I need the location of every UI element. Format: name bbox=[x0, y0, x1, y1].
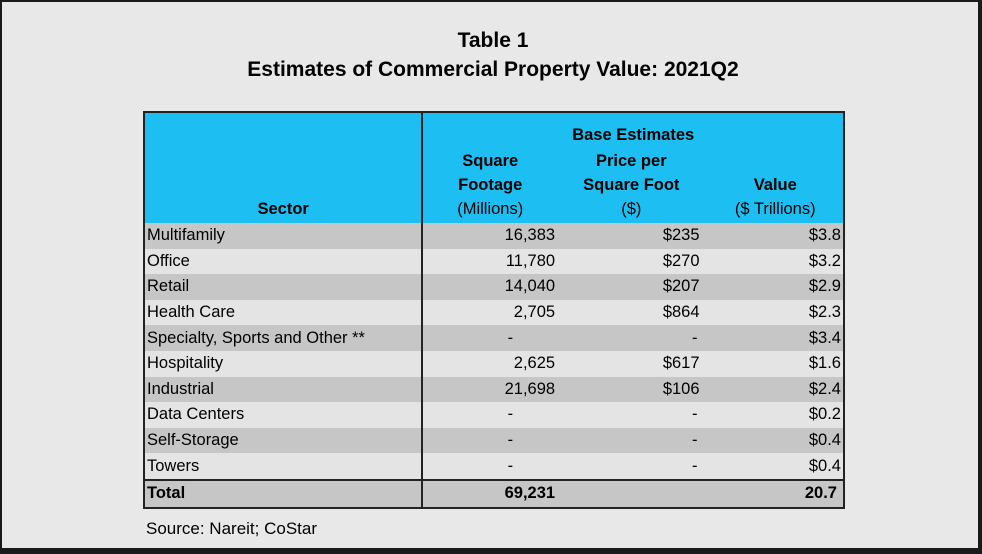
sector-cell: Self-Storage bbox=[144, 427, 424, 454]
sector-cell: Towers bbox=[144, 453, 424, 480]
value-cell: $0.4 bbox=[707, 453, 844, 480]
total-value: 20.7 bbox=[707, 478, 844, 508]
header-line: Footage bbox=[458, 176, 523, 194]
table-row: Towers - - $0.4 bbox=[144, 453, 844, 480]
square-footage-cell: 16,383 bbox=[422, 223, 562, 249]
square-footage-cell: - bbox=[422, 427, 562, 454]
price-cell: $106 bbox=[561, 376, 708, 403]
header-value: Value ($ Trillions) bbox=[707, 149, 844, 223]
table-row: Self-Storage - - $0.4 bbox=[144, 427, 844, 454]
square-footage-cell: 2,705 bbox=[422, 299, 562, 326]
header-line: Value bbox=[753, 176, 797, 194]
price-cell: $207 bbox=[561, 274, 708, 300]
price-cell: - bbox=[561, 325, 708, 351]
price-cell: - bbox=[561, 427, 708, 454]
sector-cell: Data Centers bbox=[144, 402, 424, 428]
header-unit: ($ Trillions) bbox=[734, 200, 816, 218]
header-unit: ($) bbox=[621, 200, 642, 218]
price-cell: $864 bbox=[561, 299, 708, 326]
source-note: Source: Nareit; CoStar bbox=[146, 519, 318, 538]
value-cell: $0.4 bbox=[707, 427, 844, 454]
square-footage-cell: 14,040 bbox=[422, 274, 562, 300]
price-cell: $617 bbox=[561, 350, 708, 377]
price-cell: - bbox=[561, 453, 708, 480]
sector-cell: Industrial bbox=[144, 376, 424, 403]
header-line: Square Foot bbox=[583, 176, 680, 194]
square-footage-cell: 2,625 bbox=[422, 350, 562, 377]
header-base-estimates: Base Estimates bbox=[422, 112, 844, 149]
value-cell: $3.4 bbox=[707, 325, 844, 351]
square-footage-cell: 11,780 bbox=[422, 248, 562, 275]
sector-cell: Hospitality bbox=[144, 350, 424, 377]
value-cell: $1.6 bbox=[707, 350, 844, 377]
value-cell: $2.4 bbox=[707, 376, 844, 403]
sector-cell: Multifamily bbox=[144, 223, 424, 249]
total-row: Total 69,231 20.7 bbox=[144, 478, 844, 508]
sector-cell: Health Care bbox=[144, 299, 424, 326]
total-label: Total bbox=[144, 478, 424, 508]
square-footage-cell: - bbox=[422, 325, 562, 351]
header-line: Square bbox=[462, 152, 519, 170]
header-line: Price per bbox=[595, 152, 667, 170]
price-cell: $235 bbox=[561, 223, 708, 249]
sector-cell: Specialty, Sports and Other ** bbox=[144, 325, 424, 351]
table-row: Specialty, Sports and Other ** - - $3.4 bbox=[144, 325, 844, 351]
table-row: Data Centers - - $0.2 bbox=[144, 402, 844, 428]
sector-cell: Office bbox=[144, 248, 424, 275]
header-price-per-sqft: Price per Square Foot ($) bbox=[561, 149, 708, 223]
square-footage-cell: - bbox=[422, 402, 562, 428]
table-row: Industrial 21,698 $106 $2.4 bbox=[144, 376, 844, 403]
value-cell: $2.3 bbox=[707, 299, 844, 326]
table-row: Office 11,780 $270 $3.2 bbox=[144, 248, 844, 275]
value-cell: $0.2 bbox=[707, 402, 844, 428]
price-cell: - bbox=[561, 402, 708, 428]
value-cell: $2.9 bbox=[707, 274, 844, 300]
header-sector: Sector bbox=[144, 112, 424, 223]
sector-cell: Retail bbox=[144, 274, 424, 300]
value-cell: $3.2 bbox=[707, 248, 844, 275]
table-title: Table 1 bbox=[457, 29, 529, 52]
square-footage-cell: 21,698 bbox=[422, 376, 562, 403]
square-footage-cell: - bbox=[422, 453, 562, 480]
table-row: Retail 14,040 $207 $2.9 bbox=[144, 274, 844, 300]
table-subtitle: Estimates of Commercial Property Value: … bbox=[247, 58, 739, 81]
table-row: Multifamily 16,383 $235 $3.8 bbox=[144, 223, 844, 249]
header-unit: (Millions) bbox=[457, 200, 524, 218]
table-row: Health Care 2,705 $864 $2.3 bbox=[144, 299, 844, 326]
price-cell: $270 bbox=[561, 248, 708, 275]
table-row: Hospitality 2,625 $617 $1.6 bbox=[144, 350, 844, 377]
header-square-footage: Square Footage (Millions) bbox=[422, 149, 562, 223]
value-cell: $3.8 bbox=[707, 223, 844, 249]
property-value-table: Sector Base Estimates Square Footage (Mi… bbox=[143, 111, 845, 509]
total-price bbox=[561, 478, 708, 508]
total-square-footage: 69,231 bbox=[422, 478, 562, 508]
